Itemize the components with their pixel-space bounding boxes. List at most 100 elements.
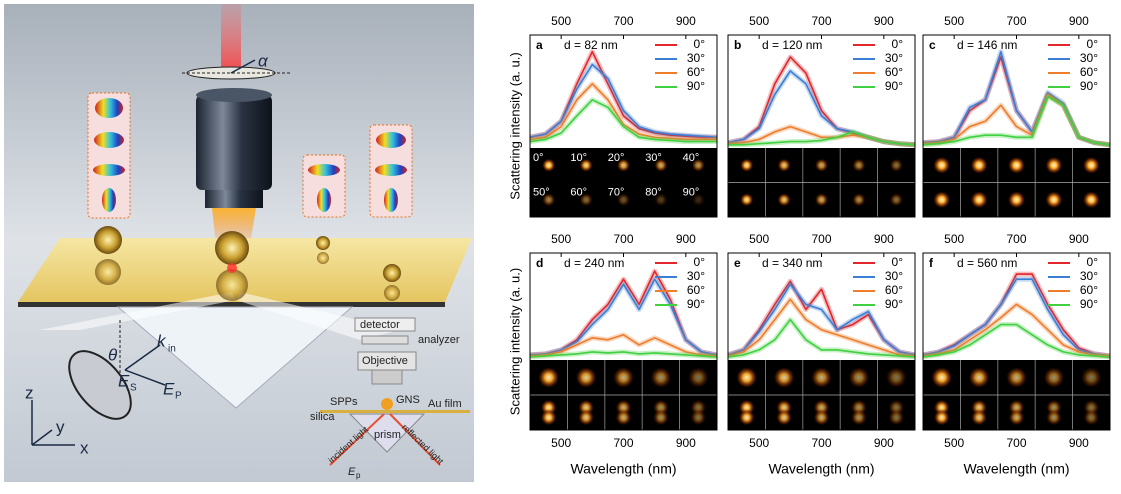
scattering-spot (970, 190, 989, 209)
mode (308, 164, 340, 176)
ep-arrow (124, 369, 166, 386)
legend-label: 90° (687, 79, 705, 93)
series-line (529, 278, 718, 356)
legend-label: 60° (885, 283, 903, 297)
detector-box (354, 317, 416, 332)
x-tick-label: 700 (1006, 232, 1026, 246)
red-beam (221, 4, 241, 70)
x-tick-label: 500 (749, 14, 769, 28)
scattering-spot (616, 192, 631, 207)
panel-title: d = 340 nm (762, 256, 822, 270)
scattering-spot (541, 192, 556, 207)
scattering-spot (616, 158, 631, 173)
ep-inset-label: E (348, 466, 356, 478)
scattering-spot (691, 158, 706, 173)
detector-label: detector (360, 319, 400, 331)
objective-body (196, 95, 272, 190)
panel-frame (922, 34, 1111, 218)
mode (384, 188, 398, 212)
inset-box (87, 92, 131, 219)
nanosphere-reflection (216, 269, 248, 301)
x-tick-label: 900 (874, 14, 894, 28)
nanosphere (383, 264, 401, 282)
scattering-spot (579, 158, 594, 173)
scattering-spot (847, 366, 870, 389)
x-tick-label: 900 (676, 436, 696, 450)
scattering-spot (885, 366, 908, 389)
x-tick-label: 700 (811, 232, 831, 246)
scattering-spot (690, 409, 707, 426)
series-line (922, 95, 1111, 146)
panel-letter: a (536, 38, 543, 52)
image-label: 90° (683, 186, 700, 198)
incident-beam (40, 292, 236, 330)
x-tick-label: 900 (874, 232, 894, 246)
legend-label: 30° (687, 269, 705, 283)
scattering-spot (850, 409, 868, 426)
series-line (727, 318, 916, 358)
image-label: 30° (645, 152, 662, 164)
scattering-spot (738, 409, 755, 426)
panel-title: d = 560 nm (957, 256, 1017, 270)
x-tick-label: 500 (944, 436, 964, 450)
gns-label: GNS (396, 394, 420, 406)
setup-inset (320, 317, 470, 466)
series-line (529, 334, 718, 357)
panel-title: d = 120 nm (762, 38, 822, 52)
panel-letter: d (536, 256, 543, 270)
image-label: 40° (683, 152, 700, 164)
ep-label: E (163, 379, 175, 398)
objective-top (196, 88, 272, 102)
scattering-spot (687, 366, 710, 389)
series-line (529, 83, 717, 141)
ep-inset-sub: p (356, 471, 361, 480)
x-tick-label: 700 (613, 232, 633, 246)
image-label: 20° (608, 152, 625, 164)
scattering-spot (813, 409, 830, 426)
scattering-spot (537, 366, 560, 389)
film-edge (18, 302, 445, 307)
series-line (922, 273, 1111, 357)
scattering-spot (653, 158, 668, 173)
scattering-spot (1007, 156, 1026, 175)
scattering-spot (814, 158, 829, 173)
x-tick-label: 900 (676, 232, 696, 246)
scattering-spot (739, 158, 754, 173)
scattering-spot (889, 192, 904, 207)
scattering-spot (932, 156, 951, 175)
legend-label: 0° (1087, 37, 1099, 51)
panel-letter: c (929, 38, 936, 52)
mode (376, 132, 406, 148)
nanosphere-reflection (95, 259, 121, 285)
scattering-spot (1042, 366, 1065, 389)
scattering-spot (968, 366, 991, 389)
series-line (529, 351, 718, 358)
mode (102, 188, 116, 212)
x-tick-label: 500 (944, 232, 964, 246)
legend-label: 30° (885, 51, 903, 65)
scattering-spot (735, 366, 758, 389)
reflected-ray (389, 413, 441, 466)
legend-label: 60° (687, 65, 705, 79)
nanosphere (316, 236, 330, 250)
es-label: E (118, 371, 130, 390)
scattering-spot (1044, 156, 1063, 175)
series-line (922, 323, 1111, 358)
legend-label: 0° (892, 37, 904, 51)
legend-label: 90° (885, 79, 903, 93)
gold-film (18, 238, 472, 302)
mode (93, 164, 125, 176)
scattering-spot (851, 158, 866, 173)
image-label: 60° (570, 186, 587, 198)
nanosphere (215, 231, 249, 265)
x-tick-label: 900 (1069, 14, 1089, 28)
y-axis (31, 429, 53, 446)
legend-label: 30° (885, 269, 903, 283)
panel-frame (727, 252, 916, 431)
panel-letter: f (929, 256, 934, 270)
scattering-spot (933, 409, 950, 426)
scattering-spot (889, 158, 904, 173)
scattering-spot (1007, 190, 1026, 209)
scattering-spot (652, 409, 670, 426)
